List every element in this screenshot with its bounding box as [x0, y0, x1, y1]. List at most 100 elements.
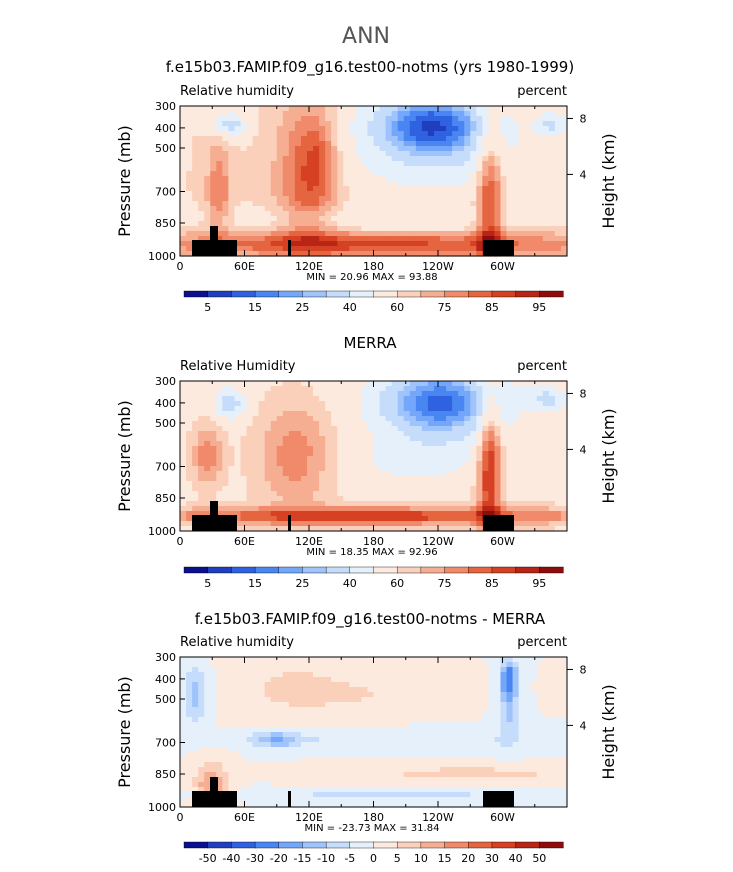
heatmap-cell — [270, 436, 278, 442]
heatmap-cell — [228, 141, 236, 147]
heatmap-cell — [554, 511, 562, 517]
heatmap-cell — [252, 196, 260, 202]
heatmap-cell — [403, 416, 411, 422]
heatmap-cell — [494, 396, 502, 402]
heatmap-cell — [288, 416, 296, 422]
heatmap-cell — [385, 707, 393, 713]
heatmap-cell — [512, 441, 520, 447]
heatmap-cell — [367, 191, 375, 197]
heatmap-cell — [294, 146, 302, 152]
heatmap-cell — [355, 141, 363, 147]
heatmap-cell — [294, 511, 302, 517]
heatmap-cell — [343, 496, 350, 502]
heatmap-cell — [373, 171, 381, 177]
heatmap-cell — [180, 171, 187, 177]
heatmap-cell — [536, 201, 544, 207]
heatmap-cell — [494, 672, 502, 678]
heatmap-cell — [554, 692, 562, 698]
heatmap-cell — [276, 141, 284, 147]
heatmap-cell — [494, 166, 502, 172]
y-tick-label: 500 — [155, 417, 176, 430]
heatmap-cell — [415, 702, 423, 708]
heatmap-cell — [415, 216, 423, 222]
heatmap-cell — [500, 221, 508, 227]
heatmap-cell — [518, 246, 526, 252]
heatmap-cell — [204, 146, 211, 152]
heatmap-cell — [361, 156, 369, 162]
heatmap-cell — [294, 391, 302, 397]
heatmap-cell — [494, 111, 502, 117]
heatmap-cell — [367, 461, 375, 467]
heatmap-cell — [385, 206, 393, 212]
heatmap-cell — [427, 136, 435, 142]
heatmap-cell — [288, 246, 296, 252]
heatmap-cell — [240, 707, 248, 713]
heatmap-cell — [198, 226, 205, 232]
heatmap-cell — [452, 491, 459, 497]
heatmap-cell — [325, 697, 332, 703]
heatmap-cell — [282, 707, 290, 713]
heatmap-cell — [367, 667, 375, 673]
heatmap-cell — [252, 481, 260, 487]
topography-mask — [192, 226, 514, 256]
heatmap-cell — [258, 451, 266, 457]
heatmap-cell — [536, 672, 544, 678]
heatmap-cell — [433, 146, 441, 152]
heatmap-field — [180, 657, 568, 808]
heatmap-cell — [204, 151, 211, 157]
heatmap-cell — [440, 727, 447, 733]
heatmap-cell — [294, 121, 302, 127]
heatmap-cell — [433, 161, 441, 167]
heatmap-cell — [476, 211, 483, 217]
heatmap-cell — [433, 151, 441, 157]
heatmap-cell — [512, 196, 520, 202]
heatmap-cell — [421, 211, 429, 217]
heatmap-cell — [409, 146, 417, 152]
heatmap-cell — [228, 486, 236, 492]
heatmap-cell — [349, 241, 356, 247]
heatmap-cell — [458, 246, 465, 252]
heatmap-cell — [464, 672, 471, 678]
heatmap-cell — [319, 141, 326, 147]
heatmap-cell — [319, 201, 326, 207]
heatmap-cell — [458, 126, 465, 132]
heatmap-cell — [264, 682, 272, 688]
heatmap-cell — [210, 106, 217, 112]
heatmap-cell — [361, 131, 369, 137]
heatmap-cell — [464, 707, 471, 713]
heatmap-cell — [415, 241, 423, 247]
heatmap-cell — [542, 116, 550, 122]
heatmap-cell — [234, 677, 242, 683]
heatmap-cell — [240, 456, 248, 462]
heatmap-cell — [409, 717, 417, 723]
heatmap-cell — [548, 396, 556, 402]
heatmap-cell — [210, 466, 217, 472]
heatmap-cell — [367, 131, 375, 137]
heatmap-cell — [391, 491, 399, 497]
heatmap-cell — [355, 111, 363, 117]
heatmap-cell — [361, 496, 369, 502]
heatmap-cell — [560, 386, 568, 392]
heatmap-cell — [198, 697, 205, 703]
heatmap-cell — [186, 722, 193, 728]
heatmap-cell — [337, 111, 344, 117]
heatmap-cell — [306, 712, 314, 718]
heatmap-cell — [530, 126, 538, 132]
heatmap-cell — [385, 106, 393, 112]
heatmap-cell — [373, 386, 381, 392]
heatmap-cell — [216, 151, 223, 157]
heatmap-cell — [476, 461, 483, 467]
heatmap-cell — [264, 702, 272, 708]
heatmap-cell — [282, 722, 290, 728]
heatmap-cell — [512, 662, 520, 668]
heatmap-cell — [506, 116, 514, 122]
heatmap-cell — [385, 146, 393, 152]
heatmap-cell — [337, 712, 344, 718]
heatmap-cell — [554, 126, 562, 132]
heatmap-cell — [306, 692, 314, 698]
heatmap-cell — [367, 717, 375, 723]
heatmap-cell — [500, 727, 508, 733]
heatmap-cell — [367, 466, 375, 472]
heatmap-cell — [258, 171, 266, 177]
heatmap-cell — [488, 386, 496, 392]
